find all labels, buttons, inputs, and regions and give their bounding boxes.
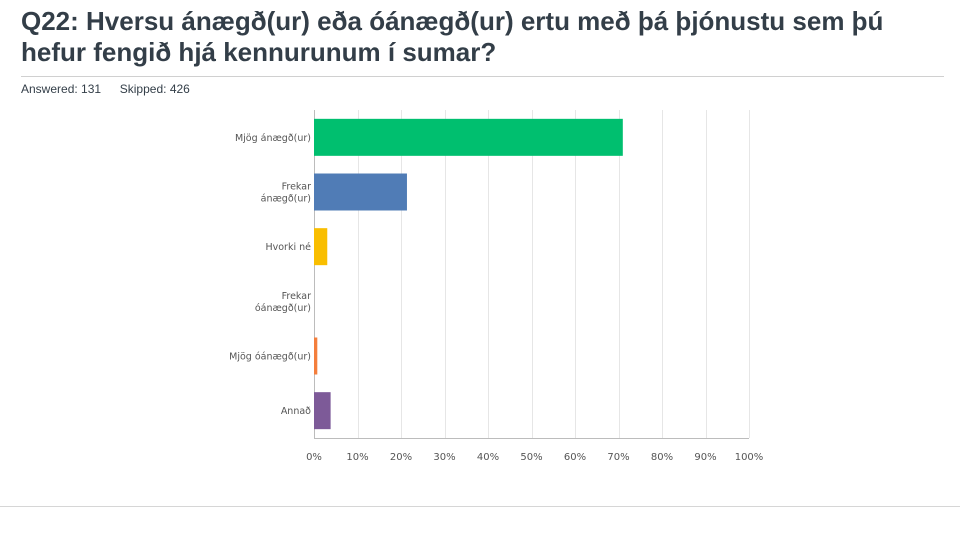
- bar-0: [314, 118, 623, 156]
- bars: [314, 118, 623, 430]
- bar-1: [314, 173, 407, 211]
- x-tick-label-70: 70%: [607, 452, 629, 463]
- category-label-2: Hvorki né: [265, 242, 311, 253]
- answered-label: Answered:: [21, 82, 78, 96]
- category-label-5: Annað: [281, 406, 311, 417]
- x-tick-label-60: 60%: [564, 452, 586, 463]
- footer-divider: [0, 506, 960, 507]
- x-tick-label-30: 30%: [433, 452, 455, 463]
- x-tick-label-90: 90%: [694, 452, 716, 463]
- x-tick-label-50: 50%: [520, 452, 542, 463]
- category-label-4: Mjög óánægð(ur): [229, 352, 311, 363]
- x-tick-label-20: 20%: [390, 452, 412, 463]
- x-tick-label-40: 40%: [477, 452, 499, 463]
- category-label-3: Frekar óánægð(ur): [255, 291, 311, 314]
- category-label-0: Mjög ánægð(ur): [235, 133, 311, 144]
- category-labels: Mjög ánægð(ur) Frekar ánægð(ur) Hvorki né Fr…: [229, 133, 311, 417]
- bar-2: [314, 228, 328, 266]
- question-title: Q22: Hversu ánægð(ur) eða óánægð(ur) ert…: [21, 6, 884, 67]
- skipped-label: Skipped:: [119, 82, 167, 96]
- category-label-1: Frekar ánægð(ur): [261, 182, 311, 205]
- grid-lines: [314, 110, 750, 439]
- x-axis-tick-labels: 0% 10% 20% 30% 40% 50% 60% 70% 80% 90% 100%: [306, 452, 763, 463]
- answered-count: 131: [81, 82, 102, 96]
- x-tick-label-10: 10%: [346, 452, 368, 463]
- title-divider: [21, 76, 944, 77]
- bar-4: [314, 337, 318, 375]
- bar-5: [314, 392, 331, 430]
- response-stats: Answered: 131 Skipped: 426: [21, 82, 190, 96]
- x-tick-label-0: 0%: [306, 452, 322, 463]
- x-tick-label-80: 80%: [651, 452, 673, 463]
- skipped-count: 426: [169, 82, 190, 96]
- x-tick-label-100: 100%: [735, 452, 764, 463]
